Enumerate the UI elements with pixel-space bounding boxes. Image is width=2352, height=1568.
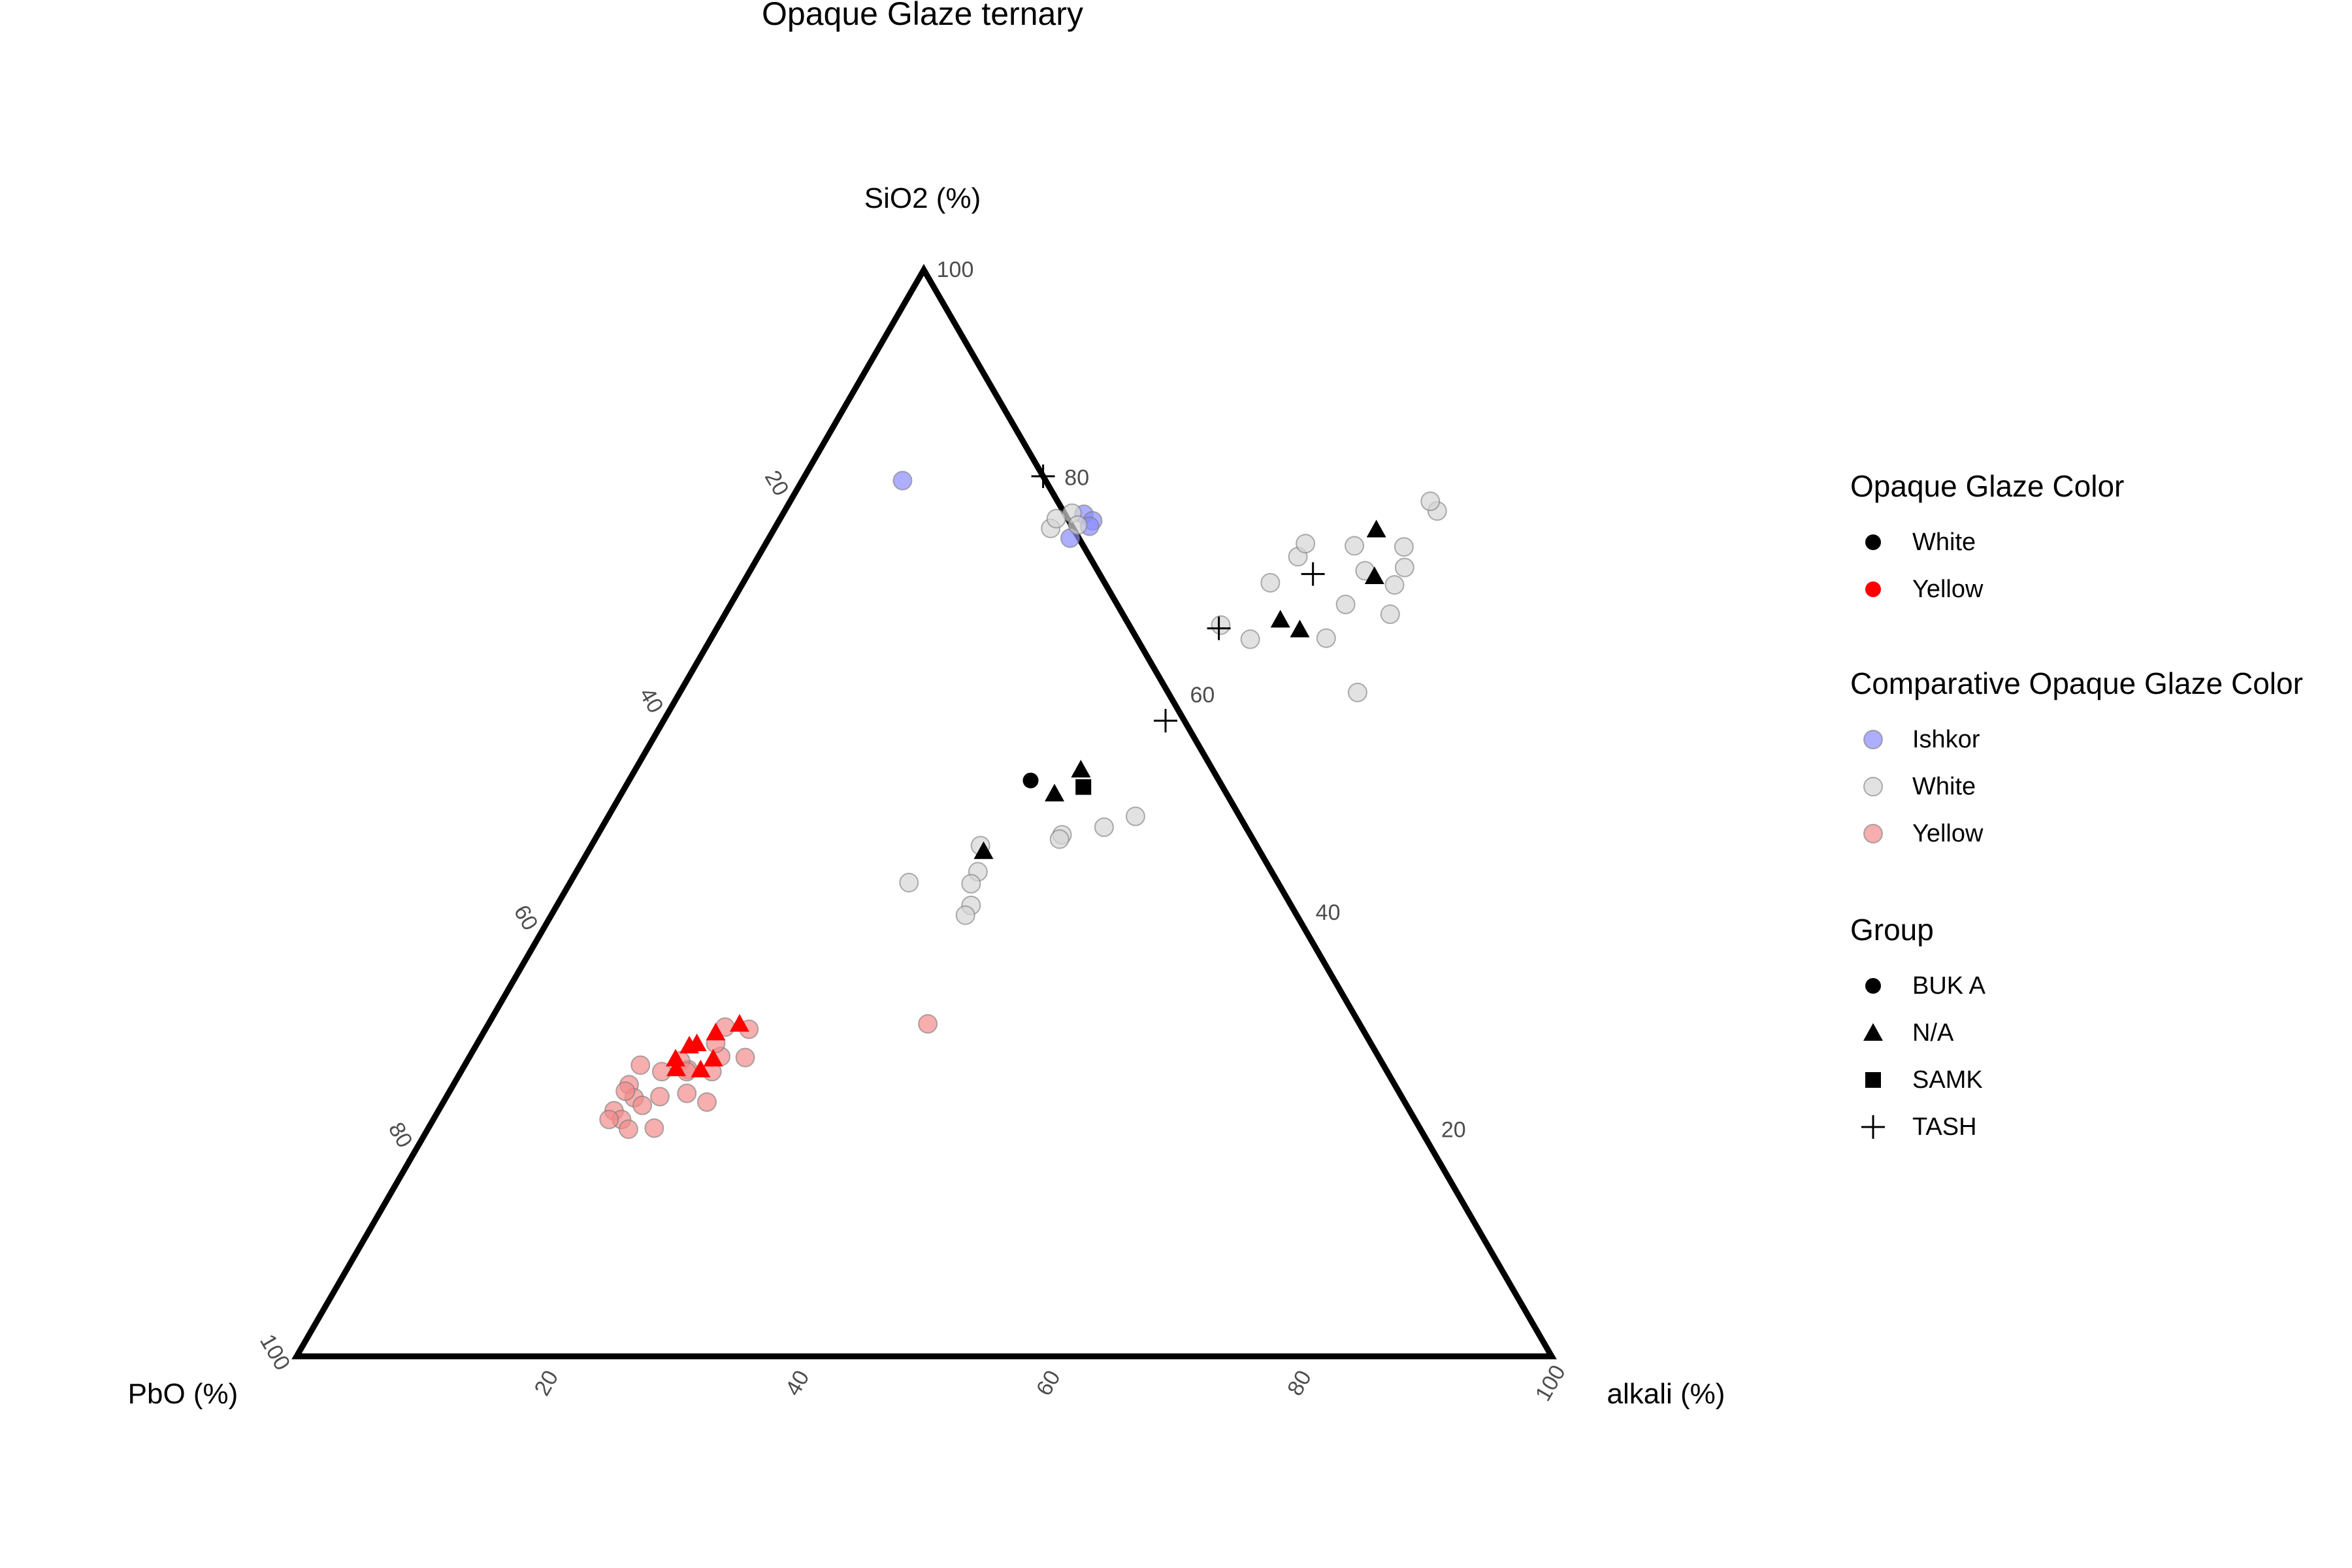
comparative-point-white — [1094, 817, 1114, 838]
sample-point-n-a — [666, 1049, 686, 1067]
sample-point-tash — [1207, 616, 1231, 640]
sample-point-samk — [1075, 779, 1092, 795]
sample-point-n-a — [691, 1059, 711, 1077]
tick-label-bottom: 40 — [781, 1366, 815, 1400]
sample-point-tash — [1301, 562, 1325, 586]
comparative-point-yellow — [644, 1118, 664, 1138]
sample-point-n-a — [703, 1049, 723, 1067]
ternary-frame — [291, 264, 1557, 1360]
sample-point-n-a — [1071, 759, 1091, 777]
comparative-point-white — [1394, 557, 1414, 578]
sample-point-n-a — [1366, 519, 1386, 538]
sample-point-n-a — [1364, 566, 1384, 584]
tick-label-right: 20 — [1441, 1117, 1466, 1142]
comparative-point-white — [1240, 629, 1260, 649]
comparative-point-yellow — [735, 1047, 755, 1068]
comparative-point-yellow — [615, 1081, 636, 1102]
axis-title-top: SiO2 (%) — [864, 182, 981, 214]
comparative-point-yellow — [918, 1014, 938, 1034]
axis-title-right: alkali (%) — [1607, 1378, 1725, 1410]
comparative-point-yellow — [697, 1092, 717, 1112]
tick-label-left: 60 — [509, 901, 543, 935]
comparative-point-white — [1068, 515, 1088, 535]
legend-key-circle — [1863, 777, 1883, 796]
sample-point-n-a — [1045, 783, 1065, 802]
legend-title: Opaque Glaze Color — [1850, 469, 2124, 503]
legend-label: Yellow — [1912, 576, 1984, 603]
legend-label: Ishkor — [1912, 726, 1980, 753]
legend-title: Group — [1850, 913, 1934, 947]
comparative-point-white — [899, 872, 919, 892]
tick-label-left: 80 — [384, 1119, 417, 1152]
sample-point-n-a — [729, 1014, 749, 1032]
comparative-point-white — [1335, 595, 1356, 615]
tick-label-right: 60 — [1190, 683, 1215, 708]
tick-label-right: 40 — [1316, 900, 1341, 925]
comparative-point-yellow — [650, 1086, 670, 1107]
tick-label-bottom: 60 — [1032, 1366, 1066, 1400]
tick-label-bottom: 80 — [1282, 1366, 1316, 1400]
comparative-point-ishkor — [892, 470, 913, 491]
legend-label: SAMK — [1912, 1066, 1983, 1094]
tick-label-right: 80 — [1064, 466, 1089, 491]
sample-point-n-a — [973, 841, 994, 859]
comparative-point-white — [1125, 806, 1145, 826]
data-points — [599, 464, 1447, 1139]
comparative-point-white — [955, 905, 975, 925]
legend: Opaque Glaze Color White Yellow Comparative… — [1850, 469, 2303, 1141]
legend-key-circle — [1865, 581, 1881, 597]
tick-label-top: 100 — [937, 257, 974, 282]
sample-point-n-a — [687, 1034, 707, 1052]
tick-label-bottom: 100 — [1531, 1361, 1571, 1405]
comparative-point-white — [1260, 572, 1281, 593]
sample-point-n-a — [1290, 619, 1310, 638]
legend-key-circle — [1865, 534, 1881, 550]
axis-title-left: PbO (%) — [128, 1378, 238, 1410]
comparative-point-white — [1345, 536, 1365, 556]
sample-point-n-a — [666, 1058, 686, 1077]
comparative-point-white — [1211, 615, 1231, 635]
legend-label: N/A — [1912, 1019, 1954, 1047]
legend-label: TASH — [1912, 1113, 1977, 1141]
legend-label: BUK A — [1912, 972, 1986, 1000]
comparative-point-white — [1420, 491, 1441, 512]
comparative-point-yellow — [677, 1083, 697, 1103]
comparative-point-yellow — [619, 1119, 638, 1139]
comparative-point-white — [1347, 682, 1367, 702]
sample-point-n-a — [706, 1022, 726, 1041]
comparative-point-white — [1394, 537, 1414, 557]
legend-label: White — [1912, 529, 1976, 556]
sample-point-tash — [1154, 709, 1177, 733]
comparative-point-yellow — [630, 1055, 651, 1075]
legend-key-square — [1865, 1072, 1881, 1088]
comparative-point-white — [1384, 575, 1405, 595]
chart-title: Opaque Glaze ternary — [762, 0, 1083, 32]
comparative-point-white — [1316, 628, 1336, 648]
tick-labels: 100 80 60 40 20 20 40 60 80 100 20 40 60 80 100 — [255, 257, 1571, 1405]
sample-point-buk-a — [1022, 772, 1039, 789]
comparative-point-white — [1296, 534, 1316, 554]
legend-key-triangle — [1863, 1023, 1883, 1041]
legend-key-plus — [1861, 1115, 1885, 1139]
comparative-point-white — [1380, 604, 1400, 625]
comparative-point-white — [961, 874, 981, 894]
legend-key-circle — [1865, 978, 1881, 994]
tick-label-left: 40 — [634, 683, 668, 717]
sample-point-n-a — [1270, 610, 1290, 628]
legend-label: White — [1912, 773, 1976, 800]
tick-label-left: 100 — [255, 1330, 295, 1375]
legend-label: Yellow — [1912, 820, 1984, 847]
legend-key-circle — [1863, 730, 1883, 749]
comparative-point-white — [1049, 829, 1070, 849]
tick-label-left: 20 — [760, 466, 794, 500]
sample-point-tash — [1031, 464, 1055, 488]
comparative-point-yellow — [632, 1095, 653, 1115]
comparative-point-yellow — [599, 1109, 619, 1130]
comparative-point-white — [1046, 508, 1066, 529]
legend-key-circle — [1863, 824, 1883, 843]
tick-label-bottom: 20 — [530, 1366, 564, 1400]
legend-title: Comparative Opaque Glaze Color — [1850, 666, 2303, 700]
